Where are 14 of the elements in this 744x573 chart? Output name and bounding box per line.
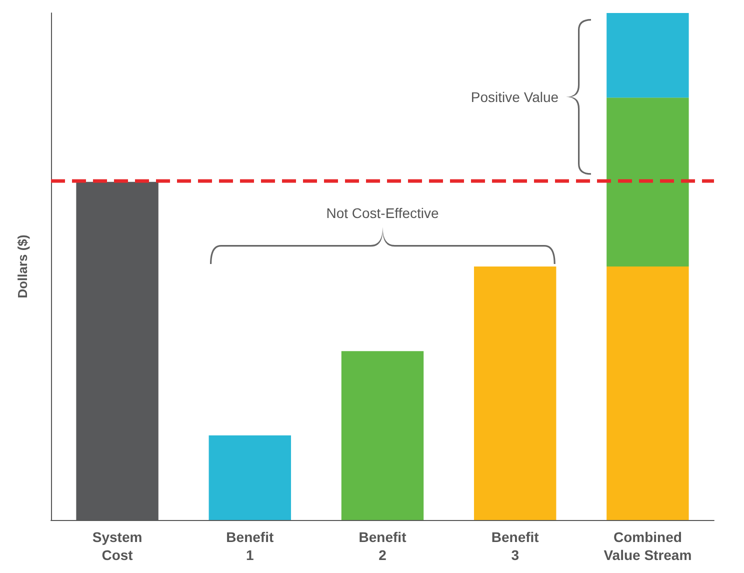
bar — [208, 435, 292, 520]
annotation: Positive Value — [470, 88, 559, 105]
y-axis-title: Dollars ($) — [15, 234, 30, 298]
annotation: Not Cost-Effective — [326, 204, 439, 221]
bar — [606, 98, 689, 266]
bar — [606, 266, 689, 520]
bar — [341, 351, 424, 520]
bar — [606, 13, 689, 98]
x-tick-label: Benefit 1 — [226, 529, 274, 563]
x-tick-label: System Cost — [92, 529, 142, 563]
x-tick-label: Benefit 3 — [491, 529, 540, 563]
bar — [474, 266, 556, 520]
x-tick-label: Benefit 2 — [358, 529, 407, 563]
x-tick-label: Combined Value Stream — [604, 529, 692, 563]
